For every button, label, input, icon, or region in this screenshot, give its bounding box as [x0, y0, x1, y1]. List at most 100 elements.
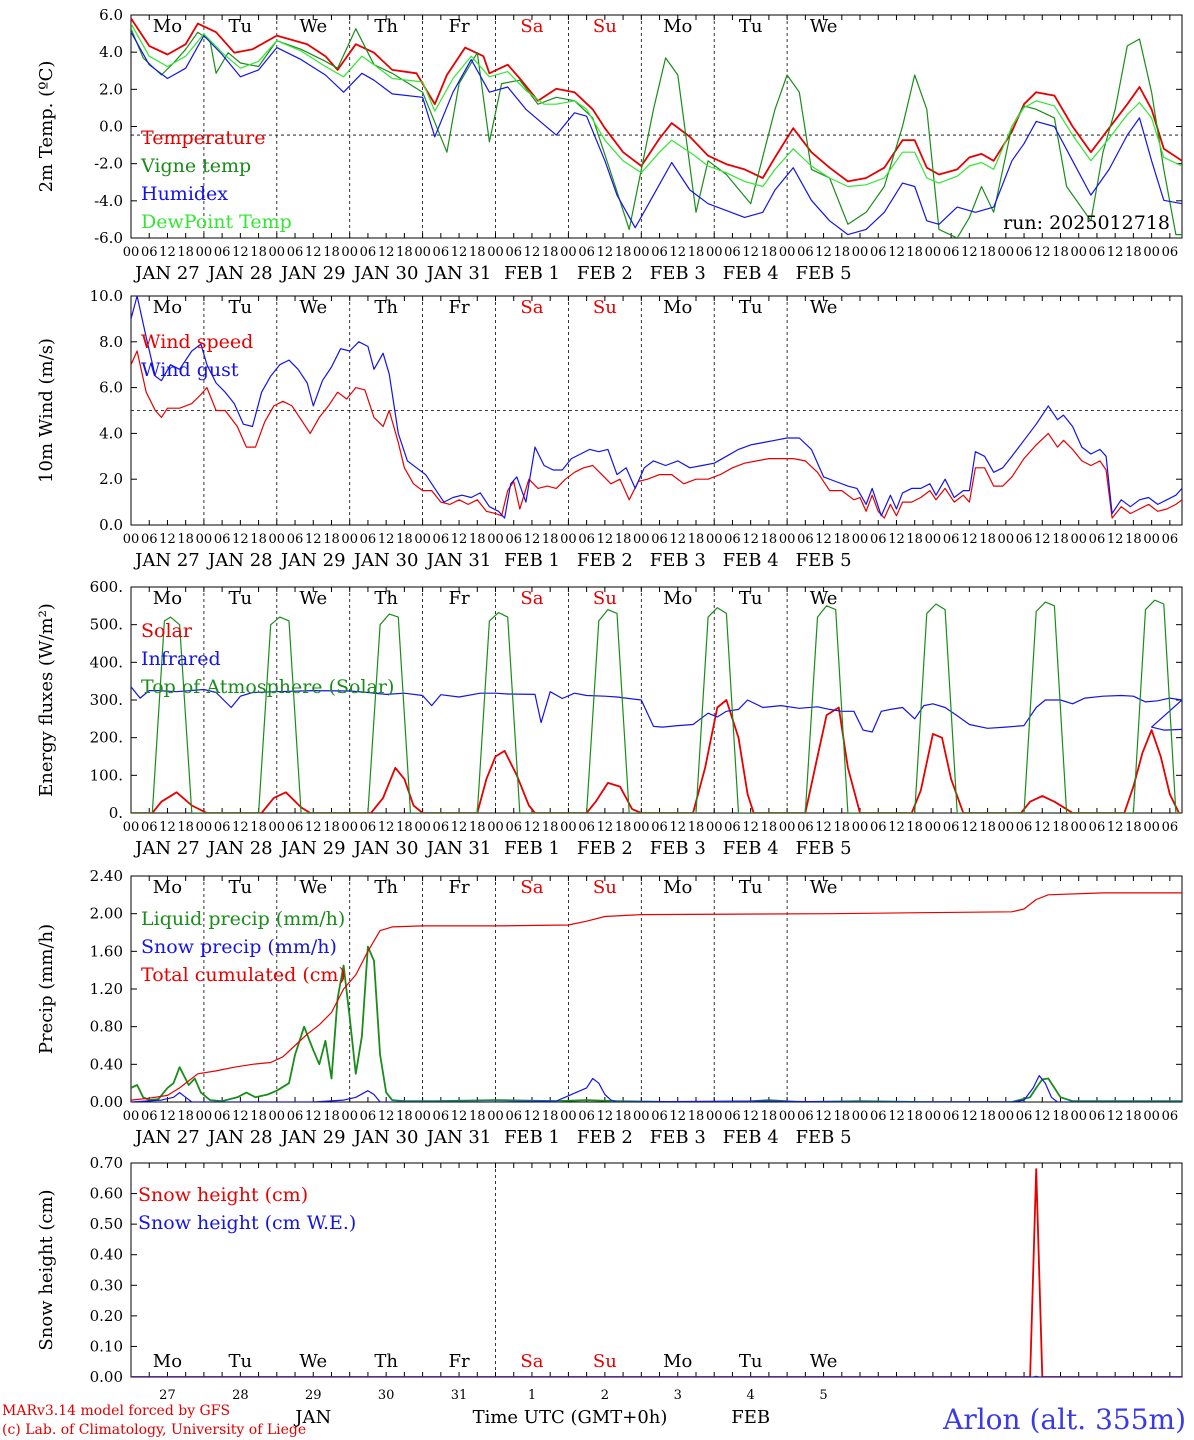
hour-label: 00 [341, 1109, 358, 1124]
date-label: JAN 28 [206, 263, 273, 284]
hour-label: 12 [597, 532, 614, 547]
y-tick-label: 0.00 [90, 1093, 123, 1111]
hour-label: 06 [651, 532, 668, 547]
month-label: FEB [731, 1407, 770, 1428]
weekday-label: Tu [229, 588, 253, 609]
legend-entry: Temperature [141, 127, 265, 149]
day-number: 2 [601, 1388, 609, 1403]
y-tick-label: -2.0 [94, 155, 123, 173]
y-tick-label: 0.30 [90, 1276, 123, 1294]
date-label: JAN 29 [279, 1127, 346, 1148]
hour-label: 00 [560, 245, 577, 260]
hour-label: 12 [1107, 245, 1124, 260]
hour-label: 00 [269, 820, 286, 835]
hour-label: 12 [1034, 532, 1051, 547]
hour-label: 00 [560, 1109, 577, 1124]
hour-label: 18 [323, 245, 340, 260]
series-group [131, 599, 1182, 813]
hour-label: 12 [305, 820, 322, 835]
series-group [131, 892, 1182, 1102]
hour-label: 00 [779, 1109, 796, 1124]
hour-label: 18 [979, 1109, 996, 1124]
hour-label: 12 [1034, 1109, 1051, 1124]
hour-label: 06 [724, 820, 741, 835]
hour-label: 18 [1125, 245, 1142, 260]
hour-label: 06 [943, 532, 960, 547]
hour-label: 06 [724, 245, 741, 260]
date-label: FEB 1 [504, 1127, 560, 1148]
hour-label: 06 [505, 1109, 522, 1124]
hour-label: 18 [323, 1109, 340, 1124]
series-line-snow-height-cm-w-e- [131, 1375, 1182, 1377]
hour-label: 18 [396, 532, 413, 547]
hour-label: 18 [469, 532, 486, 547]
hour-label: 00 [925, 245, 942, 260]
y-tick-label: 6.0 [99, 6, 123, 24]
hour-label: 00 [196, 820, 213, 835]
y-tick-label: 0. [109, 804, 123, 822]
hour-label: 06 [1089, 820, 1106, 835]
date-label: JAN 29 [279, 838, 346, 859]
weekday-label: Tu [229, 297, 253, 318]
date-label: JAN 31 [425, 263, 492, 284]
date-label: FEB 4 [723, 550, 779, 571]
weekday-label: We [299, 297, 327, 318]
date-label: JAN 31 [425, 1127, 492, 1148]
hour-label: 12 [815, 1109, 832, 1124]
date-label: JAN 30 [352, 263, 419, 284]
weekday-label: Th [374, 1351, 398, 1372]
hour-label: 12 [451, 532, 468, 547]
weekday-label: Su [593, 16, 617, 37]
hour-label: 06 [287, 245, 304, 260]
weekday-label: Fr [449, 1351, 470, 1372]
hour-label: 00 [414, 1109, 431, 1124]
hour-label: 12 [524, 820, 541, 835]
weekday-label: Fr [449, 588, 470, 609]
series-line-snow-precip-mm-h- [131, 1074, 1182, 1102]
hour-label: 00 [633, 532, 650, 547]
hour-label: 00 [487, 1109, 504, 1124]
hour-label: 18 [177, 245, 194, 260]
hour-label: 06 [1162, 245, 1179, 260]
hour-label: 00 [1070, 1109, 1087, 1124]
y-tick-label: 0.70 [90, 1154, 123, 1172]
hour-label: 00 [633, 820, 650, 835]
day-number: 30 [378, 1388, 395, 1403]
hour-label: 12 [961, 245, 978, 260]
hour-label: 06 [943, 820, 960, 835]
y-tick-label: -6.0 [94, 229, 123, 247]
hour-label: 18 [250, 1109, 267, 1124]
hour-label: 06 [1089, 532, 1106, 547]
hour-label: 12 [888, 532, 905, 547]
hour-label: 00 [560, 820, 577, 835]
day-number: 4 [747, 1388, 755, 1403]
hour-label: 12 [742, 245, 759, 260]
hour-label: 18 [469, 1109, 486, 1124]
hour-label: 18 [761, 245, 778, 260]
hour-label: 06 [1089, 1109, 1106, 1124]
date-label: JAN 31 [425, 838, 492, 859]
hour-label: 12 [524, 245, 541, 260]
hour-label: 18 [688, 245, 705, 260]
hour-label: 18 [688, 532, 705, 547]
hour-label: 18 [250, 245, 267, 260]
y-tick-label: 0.0 [99, 118, 123, 136]
y-tick-label: 0.40 [90, 1055, 123, 1073]
y-axis-label: 2m Temp. (ºC) [36, 61, 57, 193]
hour-label: 12 [669, 245, 686, 260]
hour-label: 18 [323, 820, 340, 835]
hour-label: 06 [433, 820, 450, 835]
legend-entry: Wind speed [141, 331, 253, 353]
date-label: FEB 1 [504, 550, 560, 571]
y-tick-label: 2.40 [90, 867, 123, 885]
hour-label: 18 [396, 1109, 413, 1124]
hour-label: 00 [123, 245, 140, 260]
y-tick-label: 300. [90, 691, 123, 709]
hour-label: 18 [906, 532, 923, 547]
day-number: 29 [305, 1388, 322, 1403]
hour-label: 06 [287, 532, 304, 547]
hour-label: 00 [998, 1109, 1015, 1124]
hour-label: 18 [688, 1109, 705, 1124]
